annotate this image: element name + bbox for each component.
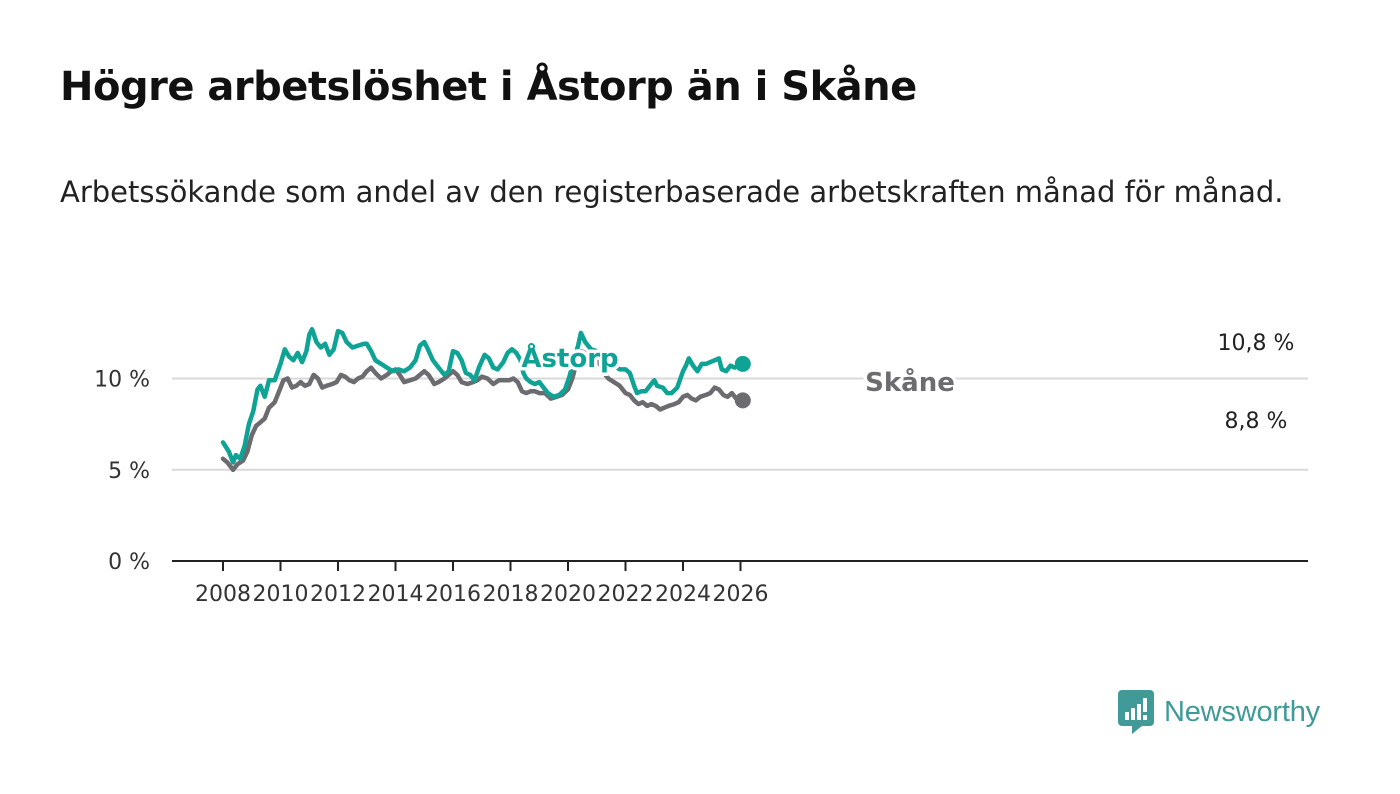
x-tick-label: 2020 xyxy=(540,582,596,607)
brand[interactable]: Newsworthy xyxy=(1118,690,1320,734)
y-tick-label: 5 % xyxy=(108,459,150,484)
x-tick-label: 2016 xyxy=(425,582,481,607)
axis-layer: 0 %5 %10 %2008 2010 2012 2014 2016 2018 2020 20… xyxy=(94,368,1308,607)
x-tick-label: 2018 xyxy=(483,582,539,607)
brand-name: Newsworthy xyxy=(1164,695,1320,728)
x-tick-label: 2012 xyxy=(310,582,366,607)
series-line-astorp xyxy=(220,326,746,465)
x-tick-label: 2008 xyxy=(195,582,251,607)
end-value-label-skane: 8,8 % xyxy=(1225,409,1288,434)
x-tick-label: 2010 xyxy=(253,582,309,607)
x-tick-label: 2014 xyxy=(368,582,424,607)
newsworthy-logo-icon xyxy=(1118,690,1154,734)
series-end-point-astorp xyxy=(734,355,751,372)
series-label-skane: Skåne xyxy=(865,366,955,398)
label-layer: Åstorp Skåne 10,8 % 8,8 % xyxy=(518,331,1295,434)
y-tick-label: 10 % xyxy=(94,368,150,393)
x-tick-label: 2024 xyxy=(655,582,711,607)
series-layer xyxy=(220,326,751,473)
series-end-point-skane xyxy=(734,392,751,409)
end-value-label-astorp: 10,8 % xyxy=(1218,331,1295,356)
page-title: Högre arbetslöshet i Åstorp än i Skåne xyxy=(60,64,917,110)
x-tick-label: 2026 xyxy=(713,582,769,607)
y-tick-label: 0 % xyxy=(108,550,150,575)
series-line-skane xyxy=(220,348,746,473)
page-subtitle: Arbetssökande som andel av den registerb… xyxy=(60,175,1284,209)
series-label-astorp: Åstorp xyxy=(521,342,618,374)
x-tick-label: 2022 xyxy=(598,582,654,607)
grid-layer xyxy=(172,377,1308,471)
